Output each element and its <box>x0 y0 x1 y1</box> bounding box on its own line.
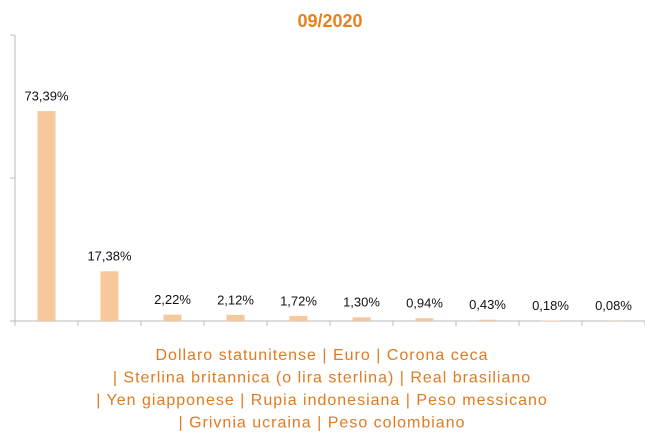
caption-line: | Grivnia ucraina | Peso colombiano <box>179 415 466 432</box>
data-label: 0,18% <box>532 298 569 313</box>
data-label: 0,43% <box>469 297 506 312</box>
caption-line: | Sterlina britannica (o lira sterlina) … <box>113 370 531 387</box>
bar <box>478 319 497 321</box>
bar <box>415 318 434 321</box>
bar <box>289 316 308 321</box>
caption-line: | Yen giapponese | Rupia indonesiana | P… <box>96 392 548 409</box>
data-label: 1,72% <box>280 294 317 309</box>
data-label: 0,08% <box>595 298 632 313</box>
bar <box>352 317 371 321</box>
bar <box>100 271 119 321</box>
data-label: 0,94% <box>406 296 443 311</box>
chart-title: 09/2020 <box>297 11 362 31</box>
bar <box>226 314 245 321</box>
caption-line: Dollaro statunitense | Euro | Corona cec… <box>155 347 488 364</box>
bar <box>163 314 182 321</box>
data-label: 73,39% <box>24 89 69 104</box>
data-label: 2,12% <box>217 292 254 307</box>
bar <box>37 111 56 321</box>
bar <box>541 320 560 321</box>
data-label: 17,38% <box>87 249 132 264</box>
data-label: 1,30% <box>343 295 380 310</box>
data-label: 2,22% <box>154 292 191 307</box>
